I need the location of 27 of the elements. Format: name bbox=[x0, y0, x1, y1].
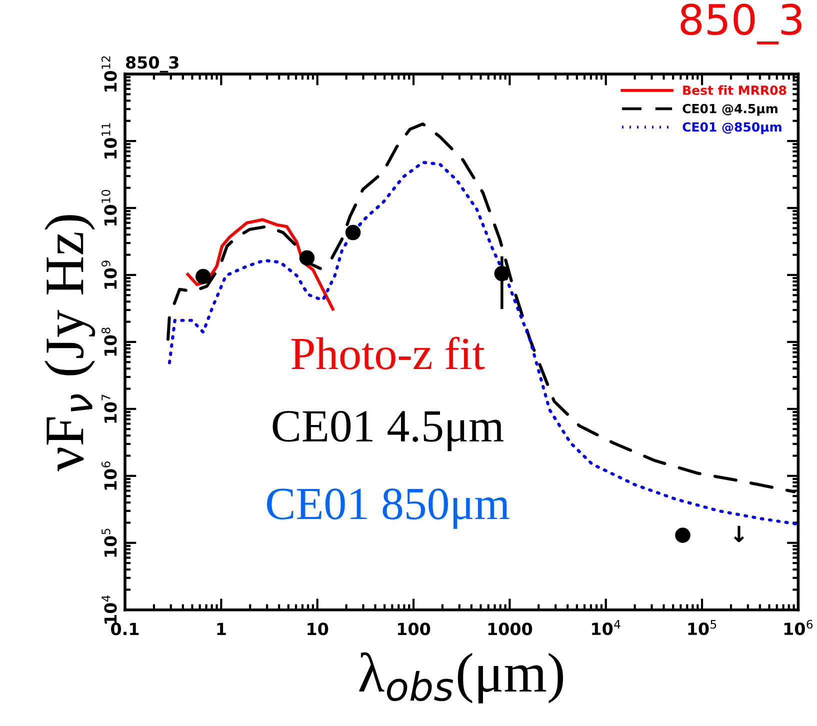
y-tick-label: 10$^{12}$ bbox=[102, 56, 117, 92]
annotation: CE01 4.5μm bbox=[272, 410, 504, 452]
x-tick-label: 10$^{4}$ bbox=[592, 620, 620, 636]
annotation: ↓ bbox=[734, 526, 744, 542]
x-tick-label: 10$^{5}$ bbox=[688, 620, 716, 636]
x-tick-label: 1 bbox=[217, 622, 226, 636]
y-axis-title: νF$_{ν}$ (Jy Hz) bbox=[44, 215, 96, 472]
x-tick-label: 0.1 bbox=[111, 622, 139, 636]
annotation: CE01 850μm bbox=[267, 488, 510, 529]
legend-label: CE01 @850μm bbox=[682, 122, 782, 134]
y-tick-label: 10$^{8}$ bbox=[102, 328, 117, 356]
y-tick-label: 10$^{10}$ bbox=[102, 190, 117, 226]
x-tick-label: 1000 bbox=[488, 622, 532, 636]
y-tick-label: 10$^{9}$ bbox=[102, 260, 117, 289]
annotation: Photo-z fit bbox=[291, 336, 485, 370]
legend-label: Best fit MRR08 bbox=[683, 85, 786, 95]
y-tick-label: 10$^{11}$ bbox=[102, 123, 117, 158]
y-tick-label: 10$^{5}$ bbox=[102, 528, 117, 557]
x-tick-label: 10 bbox=[308, 622, 328, 636]
x-tick-label: 100 bbox=[398, 622, 430, 636]
x-tick-label: 10$^{6}$ bbox=[784, 620, 813, 636]
chart-title: 850_3 bbox=[126, 56, 178, 72]
y-tick-label: 10$^{7}$ bbox=[102, 394, 117, 423]
y-tick-label: 10$^{6}$ bbox=[102, 462, 117, 490]
text: 850_3 bbox=[680, 4, 802, 44]
legend-label: CE01 @4.5μm bbox=[682, 104, 778, 116]
x-axis-title: λ$_{obs}$(μm) bbox=[359, 652, 563, 704]
